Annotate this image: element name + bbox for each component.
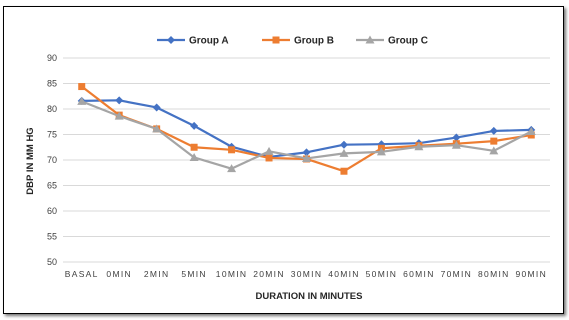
- legend-marker: [365, 35, 375, 44]
- data-point: [527, 131, 535, 139]
- y-tick-label: 80: [47, 104, 57, 114]
- x-tick-label: 40MIN: [328, 269, 360, 279]
- x-tick-label: 5MIN: [181, 269, 207, 279]
- y-tick-label: 85: [47, 79, 57, 89]
- x-axis-title: DURATION IN MINUTES: [256, 291, 363, 302]
- data-point: [339, 148, 349, 157]
- data-point: [376, 147, 386, 156]
- legend: Group A Group B Group C: [157, 35, 428, 47]
- y-axis-ticks: 50 55 60 65 70 75 80 85 90: [47, 53, 57, 267]
- legend-label: Group A: [189, 36, 229, 47]
- data-point: [77, 96, 87, 105]
- x-tick-label: 80MIN: [478, 269, 510, 279]
- legend-marker: [167, 36, 175, 44]
- series-group-a: [77, 96, 536, 161]
- data-point: [152, 103, 161, 112]
- data-point: [302, 153, 311, 162]
- series-group: [77, 83, 536, 175]
- x-tick-label: 20MIN: [253, 269, 285, 279]
- data-point: [114, 111, 124, 120]
- x-tick-label: 0MIN: [106, 269, 132, 279]
- series-group-c: [77, 96, 536, 173]
- y-tick-label: 90: [47, 53, 57, 63]
- legend-item-group-b: Group B: [262, 36, 334, 47]
- data-point: [190, 143, 198, 151]
- data-point: [265, 154, 273, 162]
- data-point: [302, 148, 311, 157]
- x-tick-label: 70MIN: [441, 269, 473, 279]
- legend-item-group-a: Group A: [157, 36, 229, 47]
- data-point: [489, 146, 499, 155]
- y-tick-label: 55: [47, 232, 57, 242]
- y-axis-title: DBP IN MM HG: [25, 127, 36, 194]
- data-point: [228, 146, 236, 154]
- x-tick-label: 90MIN: [515, 269, 547, 279]
- y-tick-label: 70: [47, 155, 57, 165]
- data-point: [490, 137, 498, 145]
- x-axis-ticks: BASAL 0MIN 2MIN 5MIN 10MIN 20MIN 30MIN 40MIN 50M…: [65, 269, 547, 279]
- x-tick-label: 30MIN: [291, 269, 323, 279]
- data-point: [264, 146, 274, 155]
- data-point: [489, 126, 498, 135]
- data-point: [190, 121, 199, 130]
- data-point: [189, 152, 199, 161]
- y-tick-label: 60: [47, 206, 57, 216]
- x-tick-label: 2MIN: [144, 269, 170, 279]
- legend-label: Group B: [294, 36, 334, 47]
- x-tick-label: 60MIN: [403, 269, 435, 279]
- data-point: [526, 126, 536, 135]
- data-point: [340, 167, 348, 175]
- data-point: [414, 142, 424, 151]
- data-point: [152, 124, 162, 133]
- data-point: [78, 83, 86, 91]
- data-point: [451, 140, 461, 149]
- y-tick-label: 65: [47, 181, 57, 191]
- data-point: [115, 96, 124, 105]
- x-tick-label: 50MIN: [366, 269, 398, 279]
- y-tick-label: 50: [47, 257, 57, 267]
- legend-item-group-c: Group C: [356, 35, 428, 47]
- data-point: [339, 140, 348, 149]
- x-tick-label: 10MIN: [216, 269, 248, 279]
- legend-marker: [272, 36, 280, 44]
- data-point: [452, 133, 461, 142]
- x-tick-label: BASAL: [65, 269, 99, 279]
- y-tick-label: 75: [47, 130, 57, 140]
- legend-label: Group C: [388, 36, 428, 47]
- data-point: [227, 164, 237, 173]
